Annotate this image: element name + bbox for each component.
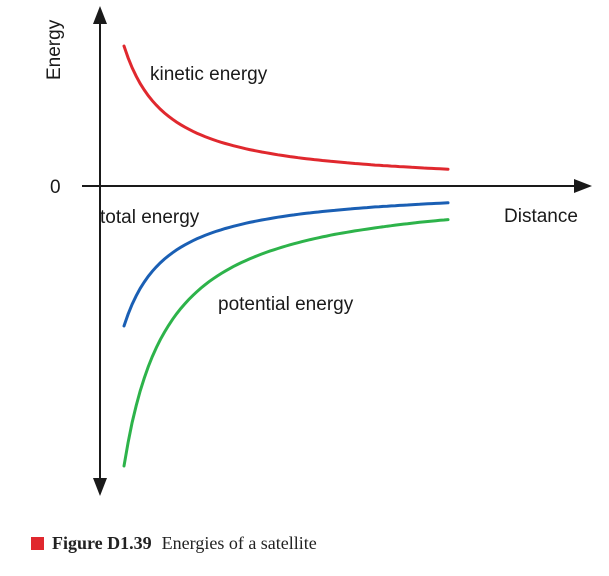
series-labels: kinetic energy total energy potential ener… (100, 64, 354, 315)
series-label-total-energy: total energy (100, 207, 200, 228)
y-axis-down-arrow-icon (93, 478, 107, 496)
caption-marker-icon (31, 537, 44, 550)
x-axis-title: Distance (504, 206, 578, 227)
chart-canvas: Energy 0 Distance kinetic energy total en… (0, 0, 609, 525)
y-zero-tick-label: 0 (50, 177, 61, 198)
caption-text: Energies of a satellite (162, 533, 317, 554)
figure-caption: Figure D1.39 Energies of a satellite (31, 531, 317, 555)
y-axis-up-arrow-icon (93, 6, 107, 24)
y-axis-title: Energy (44, 19, 65, 80)
caption-label: Figure D1.39 (52, 533, 152, 554)
x-axis-arrow-icon (574, 179, 592, 193)
series-label-potential-energy: potential energy (218, 294, 354, 315)
series-line-potential-energy (124, 220, 448, 466)
series-group (124, 46, 448, 466)
series-label-kinetic-energy: kinetic energy (150, 64, 268, 85)
